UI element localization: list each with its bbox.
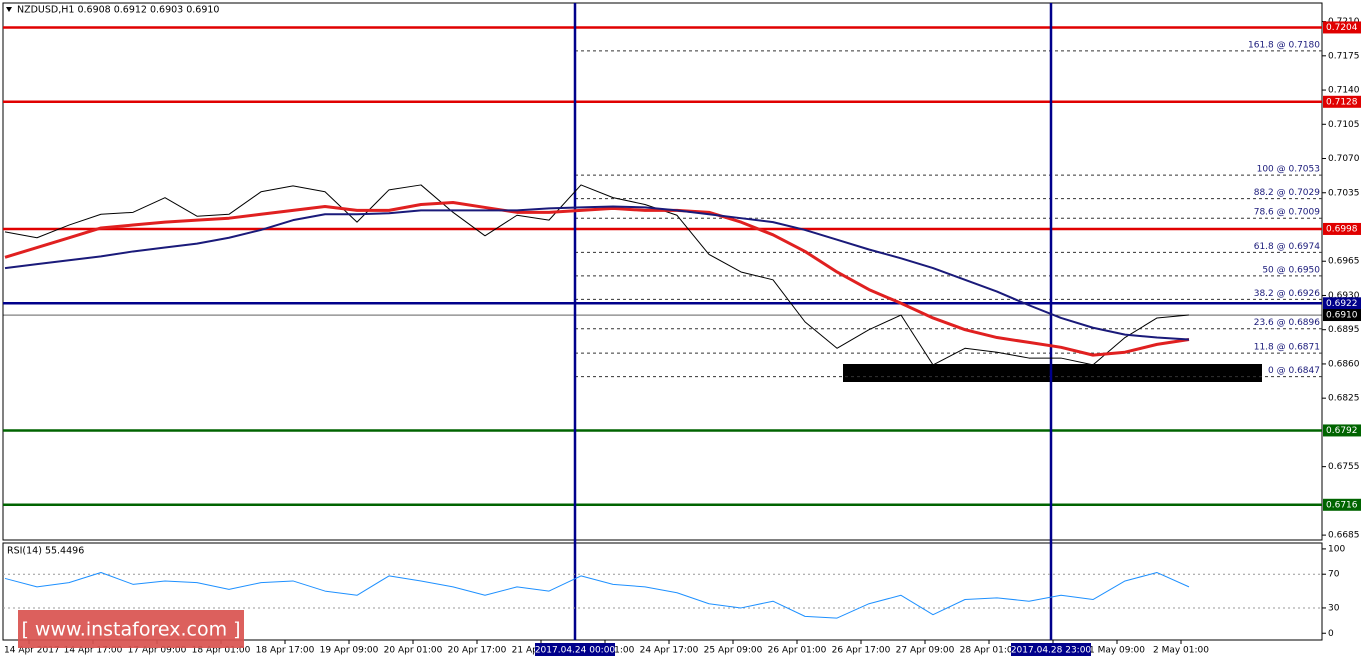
fib-label: 161.8 @ 0.7180 [1248, 40, 1320, 50]
level-tag [1323, 424, 1361, 437]
x-tick-label: 14 Apr 2017 [4, 646, 60, 656]
x-tick-label: 20 Apr 17:00 [448, 646, 507, 656]
plot-layer: 0.72100.71750.71400.71050.70700.70350.69… [3, 3, 1361, 656]
marker-tag [1011, 643, 1091, 656]
fib-label: 78.6 @ 0.7009 [1254, 208, 1321, 218]
y-tick-label: 0.7070 [1328, 154, 1360, 164]
y-tick-label: 0.6930 [1328, 291, 1360, 301]
series-line [4, 184, 1190, 366]
y-tick-label: 0.6965 [1328, 257, 1360, 267]
fib-label: 38.2 @ 0.6926 [1254, 289, 1321, 299]
x-tick-label: 27 Apr 09:00 [896, 646, 955, 656]
level-tag-label: 0.6910 [1326, 311, 1358, 321]
x-tick-label: 26 Apr 01:00 [768, 646, 827, 656]
level-tag-label: 0.6922 [1326, 299, 1358, 309]
y-tick-label: 0.6895 [1328, 325, 1360, 335]
fib-label: 23.6 @ 0.6896 [1254, 318, 1321, 328]
series-line [4, 205, 1190, 341]
x-tick-label: 1 May 09:00 [1089, 646, 1145, 656]
level-tag [1323, 21, 1361, 34]
x-tick-label: 14 Apr 17:00 [64, 646, 123, 656]
fib-label: 0 @ 0.6847 [1268, 366, 1320, 376]
level-tag [1323, 222, 1361, 235]
watermark: [ www.instaforex.com ] [21, 619, 240, 641]
level-tag-label: 0.7128 [1326, 97, 1358, 107]
fib-label: 88.2 @ 0.7029 [1254, 188, 1321, 198]
x-tick-label: 17 Apr 09:00 [128, 646, 187, 656]
x-tick-label: 26 Apr 17:00 [832, 646, 891, 656]
fib-label: 50 @ 0.6950 [1262, 265, 1320, 275]
series-line [4, 201, 1190, 357]
x-tick-label: 24 Apr 17:00 [640, 646, 699, 656]
y-tick-label: 0.6825 [1328, 394, 1360, 404]
fib-label: 11.8 @ 0.6871 [1254, 343, 1320, 353]
x-tick-label: 19 Apr 09:00 [320, 646, 379, 656]
rsi-title: RSI(14) 55.4496 [7, 546, 84, 557]
level-tag [1323, 297, 1361, 310]
y-tick-label: 0.6860 [1328, 359, 1360, 369]
fib-label: 61.8 @ 0.6974 [1254, 242, 1321, 252]
level-tag-label: 0.6792 [1326, 426, 1358, 436]
level-tag-label: 0.7204 [1326, 23, 1358, 33]
y-tick-label: 0.6755 [1328, 462, 1360, 472]
x-tick-label: 20 Apr 01:00 [384, 646, 443, 656]
y-tick-label: 0 [1328, 629, 1334, 639]
y-tick-label: 0.7105 [1328, 120, 1360, 130]
title-arrow [6, 7, 12, 12]
fib-label: 100 @ 0.7053 [1257, 165, 1320, 175]
level-tag [1323, 309, 1361, 322]
level-tag-label: 0.6716 [1326, 500, 1358, 510]
marker-label: 2017.04.24 00:00 [535, 646, 616, 656]
x-tick-label: 2 May 01:00 [1153, 646, 1209, 656]
marker-tag [535, 643, 615, 656]
level-tag-label: 0.6998 [1326, 224, 1358, 234]
y-tick-label: 70 [1328, 570, 1340, 580]
rsi-panel-frame [2, 542, 1323, 641]
x-tick-label: 18 Apr 01:00 [192, 646, 251, 656]
x-tick-label: 18 Apr 17:00 [256, 646, 315, 656]
support-zone [843, 364, 1262, 382]
y-tick-label: 0.7140 [1328, 86, 1360, 96]
marker-label: 2017.04.28 23:00 [1011, 646, 1092, 656]
y-tick-label: 0.7175 [1328, 51, 1360, 61]
level-tag [1323, 95, 1361, 108]
series-line [4, 572, 1190, 619]
y-tick-label: 30 [1328, 603, 1340, 613]
y-tick-label: 100 [1328, 544, 1345, 554]
chart-title: NZDUSD,H1 0.6908 0.6912 0.6903 0.6910 [17, 5, 219, 16]
y-tick-label: 0.6685 [1328, 531, 1360, 541]
x-tick-label: 28 Apr 01:00 [960, 646, 1019, 656]
level-tag [1323, 498, 1361, 511]
y-tick-label: 0.7035 [1328, 188, 1360, 198]
x-tick-label: 25 Apr 09:00 [704, 646, 763, 656]
main-panel-frame [2, 2, 1323, 541]
watermark-box [18, 610, 244, 648]
